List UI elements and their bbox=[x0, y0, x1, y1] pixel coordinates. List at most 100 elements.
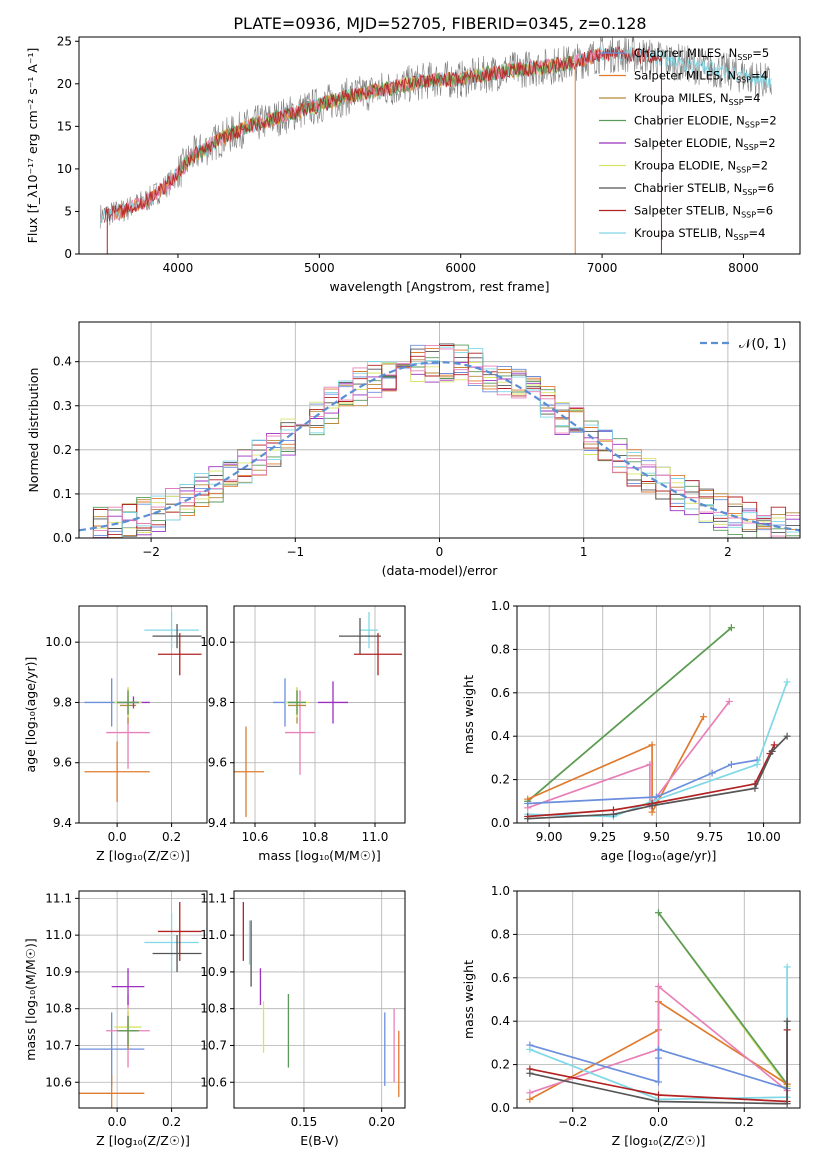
y-tick-label: 0.4 bbox=[53, 355, 72, 369]
y-tick-label: 10.6 bbox=[45, 1075, 72, 1089]
axes-frame bbox=[516, 890, 801, 1109]
legend-value: =4 bbox=[744, 91, 761, 105]
x-tick-label: 10.6 bbox=[242, 830, 269, 844]
x-tick-label: −0.2 bbox=[558, 1115, 587, 1129]
error-point-pink bbox=[285, 690, 315, 775]
legend-label: 𝒩(0, 1) bbox=[739, 337, 786, 352]
panel-residuals: −2 −1 0 1 2 0.0 0.1 0.2 0.3 0.4 (data-model)/error… bbox=[26, 321, 801, 578]
y-tick-label: 0.2 bbox=[491, 773, 510, 787]
y-tick-label: 10 bbox=[57, 162, 72, 176]
error-point-chabrier_miles bbox=[79, 1012, 145, 1086]
y-tick-label: 0.3 bbox=[53, 399, 72, 413]
x-tick-label: 6000 bbox=[445, 261, 476, 275]
weight-marker bbox=[526, 1045, 534, 1053]
weight-line-chabrier_stelib bbox=[529, 1021, 788, 1105]
legend-value: =2 bbox=[751, 159, 768, 173]
x-tick-label: 0.2 bbox=[735, 1115, 754, 1129]
error-point-salpeter_miles bbox=[234, 726, 264, 817]
y-tick-label: 10.9 bbox=[200, 965, 227, 979]
y-tick-label: 10.6 bbox=[200, 1075, 227, 1089]
observed-spectrum bbox=[99, 37, 772, 229]
x-tick-label: 8000 bbox=[728, 261, 759, 275]
y-axis-label: mass weight bbox=[461, 675, 476, 754]
weight-marker bbox=[727, 624, 735, 632]
weight-marker bbox=[655, 909, 662, 917]
legend-label: Kroupa ELODIE, NSSP=2 bbox=[634, 159, 768, 175]
weight-marker bbox=[655, 1078, 662, 1086]
y-tick-label: 11.1 bbox=[45, 891, 72, 905]
error-point-chabrier_stelib bbox=[339, 618, 381, 655]
panel-mass_vs_ebv: 0.15 0.20 10.6 10.7 10.8 10.9 11.0 11.1 E(B-V) bbox=[200, 890, 406, 1148]
error-point-chabrier_elodie bbox=[117, 690, 139, 715]
weight-marker bbox=[655, 1091, 662, 1099]
weight-marker bbox=[753, 760, 761, 768]
y-tick-label: 0.6 bbox=[491, 686, 510, 700]
weight-marker bbox=[526, 1069, 534, 1077]
legend-subscript: SSP bbox=[742, 188, 757, 197]
weight-marker bbox=[655, 1054, 662, 1062]
x-axis-label: age [log₁₀(age/yr)] bbox=[601, 848, 717, 863]
y-tick-label: 11.0 bbox=[200, 928, 227, 942]
error-point-kroupa_stelib bbox=[360, 612, 378, 649]
legend-subscript: SSP bbox=[744, 143, 759, 152]
weight-marker bbox=[770, 741, 778, 749]
error-point-chabrier_stelib bbox=[152, 624, 202, 649]
weight-marker bbox=[655, 1045, 662, 1053]
plot-area-spectrum bbox=[99, 37, 772, 254]
legend-subscript: SSP bbox=[737, 53, 752, 62]
y-axis-label: age [log₁₀(age/yr)] bbox=[23, 657, 38, 773]
panel-mass_vs_Z: 0.0 0.2 10.6 10.7 10.8 10.9 11.0 11.1 Z [log₁₀(Z… bbox=[23, 890, 208, 1148]
histogram-pink bbox=[79, 344, 800, 538]
legend-value: =6 bbox=[757, 181, 774, 195]
legend-subscript: SSP bbox=[736, 76, 751, 85]
x-axis-label: Z [log₁₀(Z/Z☉)] bbox=[96, 1133, 190, 1148]
y-tick-label: 9.8 bbox=[53, 695, 72, 709]
weight-marker bbox=[646, 760, 654, 768]
panel-weight_vs_Z: −0.2 0.0 0.2 0.0 0.2 0.4 0.6 0.8 1.0 Z [log₁₀(Z/Z… bbox=[461, 884, 801, 1148]
model-spectrum-chabrier_elodie bbox=[177, 55, 574, 181]
weight-line-chabrier_elodie bbox=[657, 912, 788, 1085]
weight-marker bbox=[725, 697, 733, 705]
legend-subscript: SSP bbox=[745, 121, 760, 130]
error-point-kroupa_stelib bbox=[144, 913, 199, 972]
x-tick-label: 11.0 bbox=[362, 830, 389, 844]
weight-marker bbox=[524, 799, 532, 807]
y-tick-label: 0.0 bbox=[491, 816, 510, 830]
error-point-salpeter_elodie bbox=[318, 681, 348, 724]
normal-curve bbox=[79, 360, 800, 532]
x-tick-label: 10.8 bbox=[302, 830, 329, 844]
axes-frame bbox=[78, 605, 208, 824]
y-tick-label: 0 bbox=[64, 247, 72, 261]
x-tick-label: 7000 bbox=[587, 261, 618, 275]
panel-spectrum: 4000 5000 6000 7000 8000 0 5 10 15 20 25 wavelength… bbox=[25, 34, 801, 294]
y-tick-label: 10.7 bbox=[45, 1038, 72, 1052]
weight-marker bbox=[783, 1100, 791, 1108]
histogram-kroupa_stelib bbox=[79, 346, 800, 538]
weight-line-chabrier_elodie bbox=[527, 627, 732, 802]
y-tick-label: 10.0 bbox=[200, 635, 227, 649]
y-tick-label: 0.2 bbox=[491, 1058, 510, 1072]
x-axis-label: (data-model)/error bbox=[382, 563, 499, 578]
error-point-salpeter_stelib bbox=[157, 902, 202, 961]
x-axis-label: wavelength [Angstrom, rest frame] bbox=[329, 279, 549, 294]
x-tick-label: 4000 bbox=[163, 261, 194, 275]
error-point-salpeter_miles bbox=[84, 741, 150, 802]
legend-value: =6 bbox=[756, 204, 773, 218]
axes-frame bbox=[233, 605, 406, 824]
weight-line-salpeter_stelib bbox=[527, 744, 776, 818]
error-point-salpeter_elodie bbox=[111, 968, 145, 1006]
plot-area-weight_vs_Z bbox=[526, 909, 791, 1108]
legend-label: Kroupa STELIB, NSSP=4 bbox=[634, 226, 765, 242]
y-tick-label: 0.4 bbox=[491, 1014, 510, 1028]
axes-frame bbox=[233, 890, 406, 1109]
error-point-chabrier_stelib bbox=[152, 935, 202, 972]
weight-marker bbox=[751, 784, 759, 792]
weight-marker bbox=[609, 810, 617, 818]
weight-marker bbox=[708, 769, 716, 777]
plot-area-weight_vs_age bbox=[524, 624, 791, 823]
error-point-salpeter_miles bbox=[79, 1074, 145, 1108]
figure-title: PLATE=0936, MJD=52705, FIBERID=0345, z=0… bbox=[233, 14, 646, 33]
x-axis-label: Z [log₁₀(Z/Z☉)] bbox=[96, 848, 190, 863]
y-tick-label: 9.6 bbox=[208, 756, 227, 770]
y-tick-label: 5 bbox=[64, 204, 72, 218]
